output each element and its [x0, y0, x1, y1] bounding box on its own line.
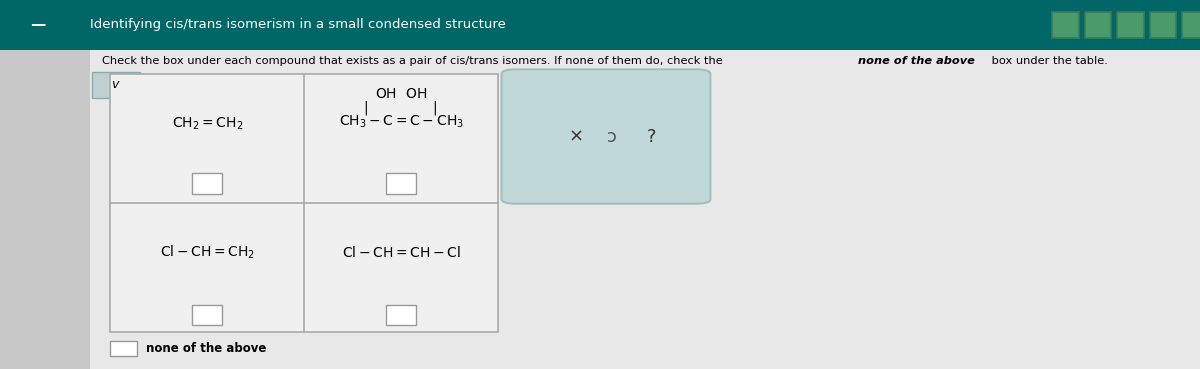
- Bar: [386, 173, 416, 194]
- Bar: [1052, 12, 1079, 38]
- Bar: [0, 50, 1200, 369]
- Text: $\mathrm{OH\ \ OH}$: $\mathrm{OH\ \ OH}$: [374, 87, 427, 101]
- Bar: [1150, 12, 1176, 38]
- Bar: [0, 0, 1200, 50]
- Text: Identifying cis/trans isomerism in a small condensed structure: Identifying cis/trans isomerism in a sma…: [90, 18, 506, 31]
- Bar: [1117, 12, 1144, 38]
- Bar: [192, 305, 222, 325]
- Text: v: v: [112, 77, 119, 91]
- Text: $\mathrm{CH_2{=}CH_2}$: $\mathrm{CH_2{=}CH_2}$: [172, 115, 242, 132]
- Text: none of the above: none of the above: [858, 56, 974, 66]
- Text: ×: ×: [569, 128, 583, 145]
- Text: ?: ?: [647, 128, 656, 145]
- Bar: [1085, 12, 1111, 38]
- Bar: [110, 74, 498, 332]
- Text: |: |: [362, 100, 367, 115]
- Text: Check the box under each compound that exists as a pair of cis/trans isomers. If: Check the box under each compound that e…: [102, 56, 726, 66]
- Text: none of the above: none of the above: [146, 342, 266, 355]
- Bar: [1182, 12, 1200, 38]
- Bar: [192, 173, 222, 194]
- Text: $\mathrm{CH_3-C{=}C-CH_3}$: $\mathrm{CH_3-C{=}C-CH_3}$: [338, 114, 463, 130]
- FancyBboxPatch shape: [502, 69, 710, 204]
- Bar: [92, 72, 140, 98]
- Text: ↄ: ↄ: [607, 128, 617, 145]
- Bar: [386, 305, 416, 325]
- Bar: [0, 50, 90, 369]
- Text: $\mathrm{Cl-CH{=}CH_2}$: $\mathrm{Cl-CH{=}CH_2}$: [160, 244, 254, 262]
- Text: $\mathrm{Cl-CH{=}CH-Cl}$: $\mathrm{Cl-CH{=}CH-Cl}$: [342, 245, 461, 260]
- Text: —: —: [30, 17, 46, 32]
- Bar: [110, 341, 137, 356]
- Text: |: |: [432, 100, 437, 115]
- Text: box under the table.: box under the table.: [988, 56, 1108, 66]
